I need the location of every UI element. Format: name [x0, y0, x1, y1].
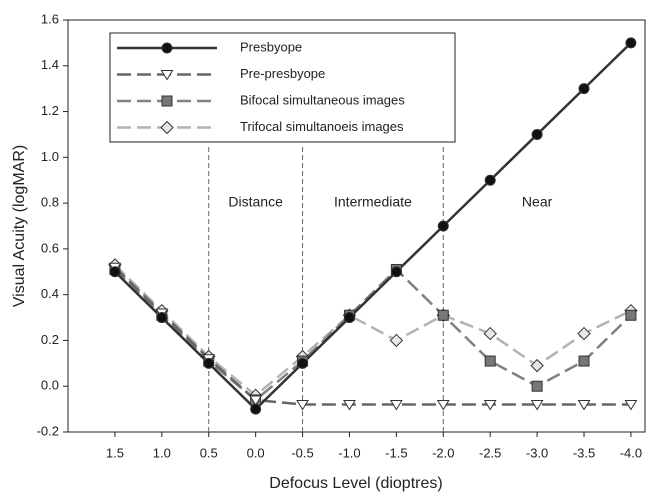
- region-label: Intermediate: [334, 194, 412, 210]
- series-line: [114, 264, 632, 398]
- legend-label: Trifocal simultanoeis images: [240, 119, 404, 134]
- marker: [343, 312, 355, 324]
- x-tick-label: 1.5: [106, 445, 124, 460]
- y-tick-label: 0.4: [41, 286, 59, 301]
- legend-label: Bifocal simultaneous images: [240, 92, 405, 107]
- series-line: [114, 41, 632, 411]
- y-tick-label: 1.0: [41, 149, 59, 164]
- y-axis-title: Visual Acuity (logMAR): [11, 145, 28, 307]
- marker: [484, 174, 496, 186]
- series-line: [114, 267, 632, 402]
- x-tick-label: 0.5: [200, 445, 218, 460]
- marker: [484, 355, 496, 367]
- marker: [531, 128, 543, 140]
- region-label: Distance: [228, 194, 283, 210]
- x-tick-label: -1.5: [385, 445, 407, 460]
- legend: Presbyope Pre-presbyope Bifocal simultaneo…: [109, 32, 456, 143]
- marker: [203, 357, 215, 369]
- legend-label: Pre-presbyope: [240, 66, 325, 81]
- y-tick-label: -0.2: [37, 423, 59, 438]
- series-line: [114, 266, 631, 406]
- y-tick-label: 1.2: [41, 103, 59, 118]
- x-tick-label: -2.0: [432, 445, 454, 460]
- x-tick-label: 1.0: [153, 445, 171, 460]
- x-tick-label: -0.5: [291, 445, 313, 460]
- marker: [531, 380, 543, 392]
- x-tick-label: -3.5: [573, 445, 595, 460]
- y-tick-label: 0.6: [41, 240, 59, 255]
- marker: [160, 70, 174, 81]
- x-tick-label: -3.0: [526, 445, 548, 460]
- marker: [160, 120, 174, 135]
- marker: [297, 357, 309, 369]
- marker: [483, 400, 497, 411]
- marker: [437, 309, 449, 321]
- marker: [389, 333, 404, 348]
- marker: [437, 220, 449, 232]
- marker: [161, 42, 173, 54]
- y-tick-label: 0.0: [41, 378, 59, 393]
- y-tick-label: 1.6: [41, 11, 59, 26]
- legend-label: Presbyope: [240, 39, 302, 54]
- y-tick-label: 0.2: [41, 332, 59, 347]
- marker: [436, 400, 450, 411]
- marker: [156, 312, 168, 324]
- marker: [161, 95, 173, 107]
- marker: [109, 266, 121, 278]
- marker: [578, 83, 590, 95]
- region-label: Near: [522, 194, 553, 210]
- marker: [577, 400, 591, 411]
- marker: [390, 266, 402, 278]
- marker: [577, 326, 591, 341]
- marker: [624, 400, 638, 411]
- plot-frame: [67, 19, 646, 433]
- x-tick-label: -1.0: [338, 445, 360, 460]
- marker: [250, 403, 262, 415]
- y-tick-label: 1.4: [41, 57, 59, 72]
- marker: [483, 326, 497, 341]
- y-tick-label: 0.8: [41, 195, 59, 210]
- marker: [249, 395, 263, 406]
- marker: [578, 355, 590, 367]
- marker: [530, 400, 544, 411]
- marker: [389, 400, 403, 411]
- marker: [296, 400, 309, 411]
- marker: [343, 400, 356, 411]
- marker: [625, 309, 637, 321]
- marker: [625, 37, 637, 49]
- x-tick-label: -4.0: [620, 445, 642, 460]
- x-tick-label: 0.0: [247, 445, 265, 460]
- x-tick-label: -2.5: [479, 445, 501, 460]
- x-axis-title: Defocus Level (dioptres): [269, 475, 442, 492]
- marker: [530, 358, 544, 373]
